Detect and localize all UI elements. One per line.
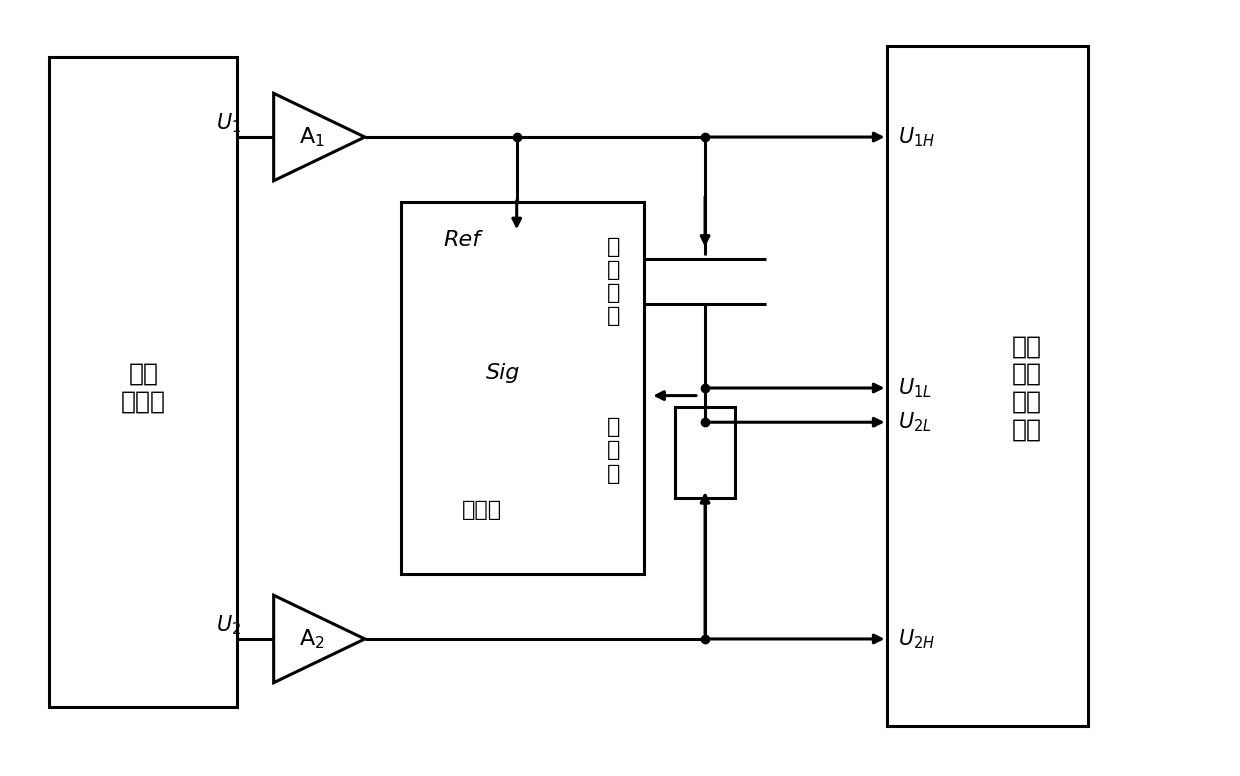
Text: 双路
数据
采集
系统: 双路 数据 采集 系统 [1012, 334, 1042, 442]
Bar [675, 407, 735, 498]
Text: $U_{1H}$: $U_{1H}$ [898, 125, 935, 149]
Text: 双路
信号源: 双路 信号源 [122, 362, 166, 414]
Text: Ref: Ref [444, 230, 481, 250]
Text: Sig: Sig [486, 363, 521, 383]
Text: $U_1$: $U_1$ [216, 112, 241, 135]
Text: 分
流
器: 分 流 器 [608, 417, 620, 483]
Text: 指零仪: 指零仪 [463, 500, 502, 520]
Bar [402, 202, 645, 574]
Text: $U_2$: $U_2$ [216, 614, 241, 637]
Text: A$_2$: A$_2$ [299, 627, 325, 651]
Text: 被
测
电
容: 被 测 电 容 [608, 237, 620, 327]
Text: $U_{2L}$: $U_{2L}$ [898, 411, 932, 434]
Text: A$_1$: A$_1$ [299, 125, 325, 149]
Bar [888, 46, 1087, 726]
Text: $U_{1L}$: $U_{1L}$ [898, 376, 932, 400]
Text: $U_{2H}$: $U_{2H}$ [898, 627, 935, 651]
Bar [48, 57, 237, 708]
